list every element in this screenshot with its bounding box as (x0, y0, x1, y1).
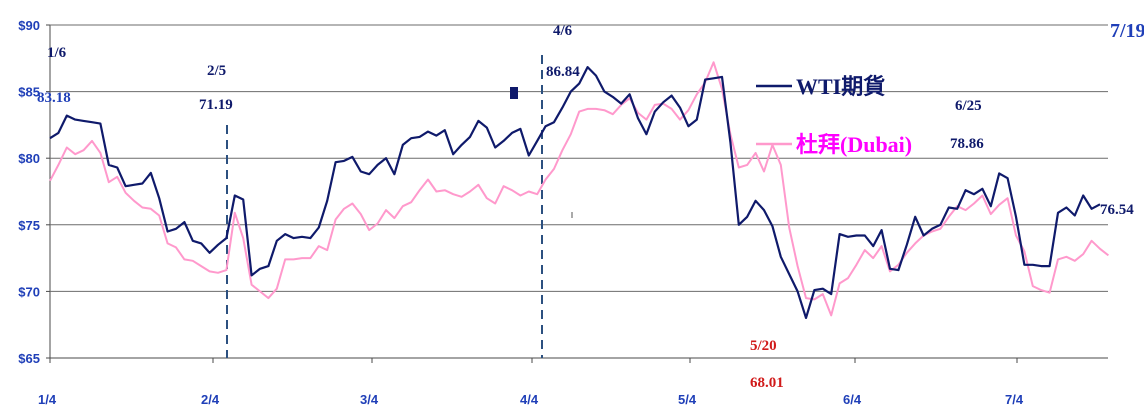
y-tick-label: $65 (18, 351, 40, 366)
series-line-dubai (49, 61, 1110, 317)
series-line-wti (49, 65, 1101, 319)
y-tick-label: $85 (18, 85, 40, 100)
y-tick-label: $80 (18, 151, 40, 166)
legend-label-wti: WTI期貨 (796, 74, 885, 99)
annotation-value: 76.54 (1100, 202, 1134, 218)
annotation-value: 86.84 (546, 64, 580, 80)
annotation-value: 71.19 (199, 97, 233, 113)
annotation-date: 7/19 (1110, 20, 1144, 42)
x-axis-ticks: 1/4 2/4 3/4 4/4 5/4 6/4 7/4 (38, 358, 1024, 407)
annotation-value: 68.01 (750, 375, 784, 391)
annotation-value: 83.18 (37, 90, 71, 106)
y-tick-label: $75 (18, 218, 40, 233)
annotation-date: 6/25 (955, 98, 982, 114)
legend: WTI期貨 杜拜(Dubai) (756, 74, 912, 157)
x-tick-label: 6/4 (843, 392, 862, 407)
x-tick-label: 2/4 (201, 392, 220, 407)
wti-marker (510, 87, 518, 99)
legend-label-dubai: 杜拜(Dubai) (796, 132, 912, 157)
x-tick-label: 5/4 (678, 392, 697, 407)
y-tick-label: $70 (18, 284, 40, 299)
annotation-date: 2/5 (207, 63, 226, 79)
series (49, 61, 1110, 319)
y-tick-label: $90 (18, 18, 40, 33)
annotation-date: 1/6 (47, 45, 67, 61)
annotations: 1/6 83.18 2/5 71.19 4/6 86.84 5/20 68.01 6/25 78.… (37, 20, 1144, 391)
annotation-value: 78.86 (950, 136, 984, 152)
marker-lines (226, 55, 543, 358)
annotation-date: 5/20 (750, 338, 777, 354)
x-tick-label: 4/4 (520, 392, 539, 407)
annotation-date: 4/6 (553, 23, 573, 39)
x-tick-label: 7/4 (1005, 392, 1024, 407)
x-tick-label: 3/4 (360, 392, 379, 407)
y-axis-ticks: $90 $85 $80 $75 $70 $65 (18, 18, 50, 366)
x-tick-label: 1/4 (38, 392, 57, 407)
